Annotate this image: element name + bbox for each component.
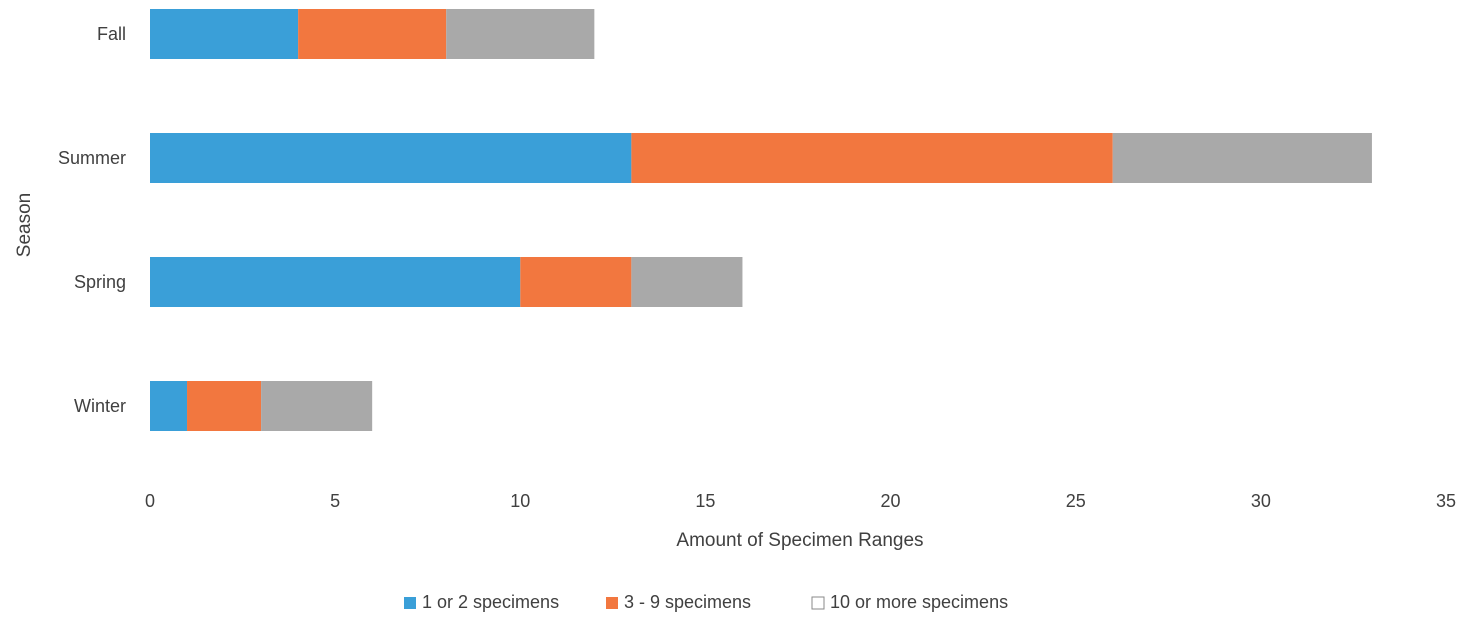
x-tick-label-15: 15	[695, 491, 715, 511]
category-label-fall: Fall	[97, 24, 126, 44]
bar-summer-series-1	[150, 133, 632, 183]
bar-fall-series-1	[150, 9, 299, 59]
x-tick-label-30: 30	[1251, 491, 1271, 511]
legend-label-3: 10 or more specimens	[830, 592, 1008, 612]
bar-spring-series-3	[631, 257, 743, 307]
bar-winter-series-2	[187, 381, 262, 431]
bar-spring-series-1	[150, 257, 521, 307]
category-label-winter: Winter	[74, 396, 126, 416]
legend-swatch-1	[404, 597, 416, 609]
x-tick-label-35: 35	[1436, 491, 1456, 511]
bar-spring-series-2	[520, 257, 632, 307]
x-tick-label-0: 0	[145, 491, 155, 511]
legend-label-2: 3 - 9 specimens	[624, 592, 751, 612]
legend-label-1: 1 or 2 specimens	[422, 592, 559, 612]
x-tick-label-5: 5	[330, 491, 340, 511]
category-label-summer: Summer	[58, 148, 126, 168]
x-tick-labels: 0 5 10 15 20 25 30 35	[145, 491, 1456, 511]
bar-fall-series-2	[298, 9, 447, 59]
bar-winter-series-1	[150, 381, 188, 431]
bar-summer-series-2	[631, 133, 1113, 183]
bar-winter-series-3	[261, 381, 373, 431]
bar-fall-series-3	[446, 9, 595, 59]
legend-swatch-3	[811, 596, 825, 610]
x-tick-label-10: 10	[510, 491, 530, 511]
legend: 1 or 2 specimens 3 - 9 specimens 10 or mor…	[404, 592, 1008, 612]
x-tick-label-20: 20	[881, 491, 901, 511]
y-axis-title: Season	[14, 193, 35, 257]
bar-summer-series-3	[1112, 133, 1372, 183]
x-tick-label-25: 25	[1066, 491, 1086, 511]
bars-group	[150, 9, 1372, 431]
x-axis-title: Amount of Specimen Ranges	[676, 530, 923, 551]
category-label-spring: Spring	[74, 272, 126, 292]
category-labels: Fall Summer Spring Winter	[58, 24, 126, 416]
legend-swatch-2	[606, 597, 618, 609]
